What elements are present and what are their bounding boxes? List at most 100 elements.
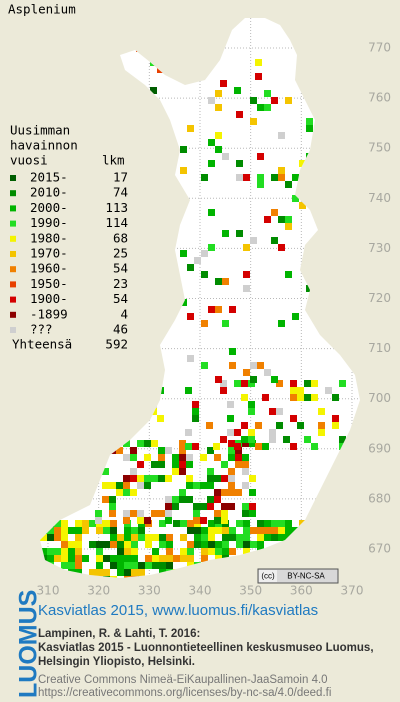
y-tick-label: 730 xyxy=(368,241,391,255)
cell xyxy=(61,555,68,562)
cell xyxy=(214,510,221,517)
cell xyxy=(306,153,313,160)
cell xyxy=(222,320,229,327)
cell xyxy=(172,454,179,461)
cell xyxy=(250,541,257,548)
cell xyxy=(40,548,47,555)
x-tick-label: 310 xyxy=(37,584,60,598)
cell xyxy=(158,461,165,468)
cell xyxy=(235,461,242,468)
legend-swatch xyxy=(10,251,16,257)
cell xyxy=(264,90,271,97)
cell xyxy=(40,576,47,578)
cell xyxy=(131,527,138,534)
cell xyxy=(159,562,166,569)
cell xyxy=(339,443,346,450)
cell xyxy=(332,422,339,429)
cell xyxy=(130,447,137,454)
cell xyxy=(236,111,243,118)
cell xyxy=(283,436,290,443)
legend-swatch xyxy=(10,311,16,318)
cell xyxy=(130,510,137,517)
cell xyxy=(242,440,249,447)
cell xyxy=(271,534,278,541)
legend-swatch xyxy=(10,190,16,197)
cell xyxy=(110,541,117,548)
cell xyxy=(285,181,292,188)
cell xyxy=(271,174,278,181)
cell xyxy=(278,555,285,562)
cell xyxy=(215,90,222,97)
cell xyxy=(257,104,264,111)
cell xyxy=(180,548,187,555)
cell xyxy=(285,97,292,104)
cell xyxy=(131,576,138,578)
legend-count: 17 xyxy=(113,170,128,185)
cell xyxy=(152,534,159,541)
legend-label: 2010- xyxy=(30,185,68,200)
cell xyxy=(250,527,257,534)
cell xyxy=(285,541,292,548)
cell xyxy=(285,223,292,230)
cell xyxy=(222,555,229,562)
cell xyxy=(144,475,151,482)
cell xyxy=(123,482,130,489)
cell xyxy=(285,271,292,278)
cell xyxy=(271,562,278,569)
cell xyxy=(332,394,339,401)
cell xyxy=(117,534,124,541)
cell xyxy=(306,125,313,132)
cell xyxy=(61,548,68,555)
cell xyxy=(285,555,292,562)
cell xyxy=(194,541,201,548)
cell xyxy=(208,534,215,541)
cell xyxy=(173,555,180,562)
cell xyxy=(124,541,131,548)
cell xyxy=(54,520,61,527)
cell xyxy=(136,45,143,52)
cell xyxy=(250,555,257,562)
legend-count: 54 xyxy=(113,291,128,306)
cell xyxy=(220,80,227,87)
cell xyxy=(157,387,164,394)
cell xyxy=(241,394,248,401)
species-title: Asplenium xyxy=(8,2,76,17)
cell xyxy=(208,139,215,146)
cell xyxy=(150,59,157,66)
cell xyxy=(285,520,292,527)
legend-count: 4 xyxy=(120,306,128,321)
cell xyxy=(109,503,116,510)
cell xyxy=(241,436,248,443)
cell xyxy=(257,534,264,541)
cell xyxy=(228,489,235,496)
cell xyxy=(159,520,166,527)
cc-icon: (cc) xyxy=(261,572,275,581)
legend-count-heading: lkm xyxy=(102,153,125,168)
cell xyxy=(166,576,173,578)
cell xyxy=(166,541,173,548)
cell xyxy=(61,541,68,548)
cell xyxy=(137,440,144,447)
cell xyxy=(75,562,82,569)
cell xyxy=(201,174,208,181)
cell xyxy=(278,527,285,534)
cell xyxy=(116,482,123,489)
cell xyxy=(61,576,68,578)
cell xyxy=(201,534,208,541)
legend-swatch xyxy=(10,327,16,333)
cell xyxy=(243,541,250,548)
cell xyxy=(123,489,130,496)
cell xyxy=(248,401,255,408)
x-tick-label: 340 xyxy=(189,584,212,598)
legend-swatch xyxy=(10,296,16,303)
cell xyxy=(102,496,109,503)
cell xyxy=(222,548,229,555)
cell xyxy=(271,520,278,527)
cell xyxy=(179,489,186,496)
legend-heading: vuosi xyxy=(10,153,48,168)
cell xyxy=(186,496,193,503)
cell xyxy=(215,555,222,562)
cell xyxy=(185,443,192,450)
y-tick-label: 740 xyxy=(368,191,391,205)
cell xyxy=(82,555,89,562)
